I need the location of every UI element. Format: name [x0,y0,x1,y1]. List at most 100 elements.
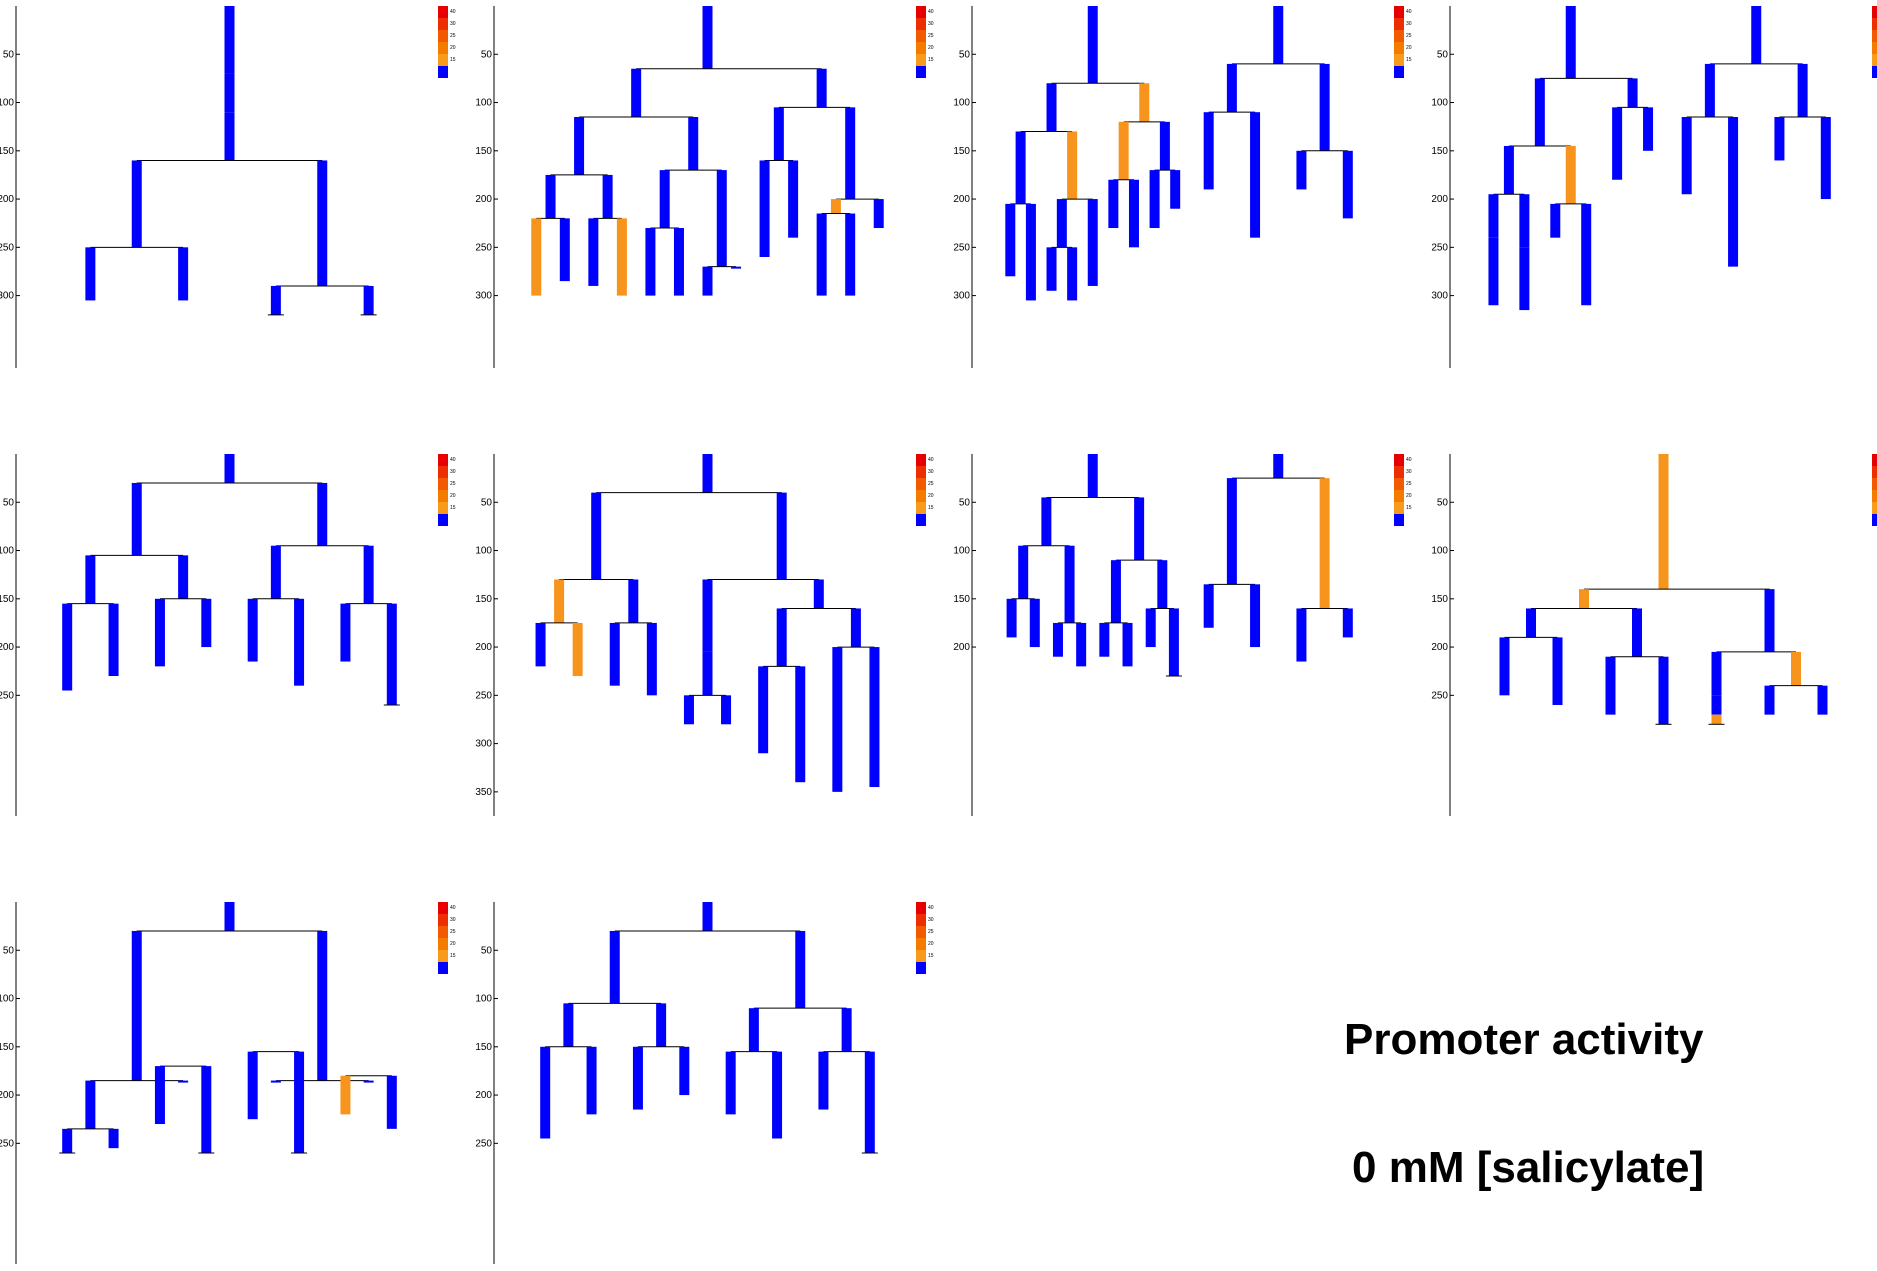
cell-bar [85,247,96,301]
colorbar-tick-label: 15 [1406,57,1412,63]
y-tick-label: 250 [475,1138,492,1149]
y-tick-label: 50 [3,945,15,956]
cell-bar [1550,203,1561,238]
cell-bar [563,1003,574,1047]
cell-bar [748,1008,759,1052]
y-tick-label: 50 [959,49,971,60]
cell-bar [702,266,713,296]
y-tick-label: 150 [0,594,14,605]
colorbar-tick-label: 30 [928,21,934,27]
cell-bar [1145,608,1156,648]
cell-bar [679,1046,690,1096]
colorbar-segment [916,502,926,514]
colorbar-segment [916,962,926,974]
y-tick-label: 200 [0,642,14,653]
cell-bar [1076,622,1087,667]
cell-bar [702,651,713,696]
cell-bar [1503,145,1514,195]
y-tick-label: 350 [475,787,492,798]
cell-bar [1319,63,1330,151]
cell-bar [1015,131,1026,204]
y-tick-label: 200 [1431,194,1448,205]
cell-bar [131,160,142,248]
colorbar-segment [1872,6,1877,18]
cell-bar [340,603,351,662]
colorbar-tick-label: 15 [928,953,934,959]
y-tick-label: 150 [1431,594,1448,605]
cell-bar [688,117,699,171]
cell-bar [270,285,281,315]
y-tick-label: 200 [475,1090,492,1101]
colorbar-tick-label: 25 [1406,33,1412,39]
colorbar-tick-label: 25 [1406,481,1412,487]
cell-bar [832,647,843,792]
cell-bar [646,622,657,696]
cell-bar [1774,117,1785,161]
cell-bar [1067,247,1078,301]
colorbar-tick-label: 40 [1406,9,1412,15]
cell-bar [1005,203,1016,277]
y-tick-label: 250 [0,242,14,253]
cell-bar [572,622,583,677]
cell-bar [702,579,713,652]
lineage-panel: 50 100 150 200 250 40 30 25 20 15 [0,896,468,1271]
colorbar-tick-label: 40 [1406,457,1412,463]
cell-bar [1704,63,1715,118]
cell-bar [224,902,235,931]
colorbar-segment [1394,490,1404,502]
colorbar-tick-label: 15 [450,505,456,511]
cell-bar [1139,83,1150,122]
colorbar-segment [1872,490,1877,502]
colorbar-segment [1394,502,1404,514]
colorbar-segment [1872,30,1877,42]
cell-bar [845,107,856,200]
cell-bar [716,170,727,267]
cell-bar [1711,651,1722,696]
cell-bar [154,1066,165,1125]
colorbar-segment [916,478,926,490]
cell-bar [1519,247,1530,311]
colorbar-segment [438,466,448,478]
colorbar-segment [916,18,926,30]
cell-bar [1565,6,1576,79]
cell-bar [1118,121,1129,180]
cell-bar [62,1128,73,1153]
cell-bar [1046,247,1057,291]
cell-bar [1711,695,1722,715]
cell-bar [201,598,212,648]
colorbar-segment [438,6,448,18]
y-tick-label: 50 [1437,497,1449,508]
cell-bar [1764,589,1775,652]
cell-bar [1488,194,1499,238]
y-tick-label: 100 [953,98,970,109]
y-tick-label: 300 [475,739,492,750]
colorbar-segment [438,54,448,66]
colorbar-segment [916,454,926,466]
cell-bar [85,555,96,604]
cell-bar [1099,622,1110,657]
cell-bar [108,603,119,677]
cell-bar [270,545,281,599]
colorbar-tick-label: 40 [450,9,456,15]
colorbar-segment [1394,66,1404,78]
cell-bar [845,213,856,296]
cell-bar [1226,478,1237,585]
y-tick-label: 150 [475,146,492,157]
colorbar-segment [1872,502,1877,514]
colorbar-segment [1394,466,1404,478]
y-tick-label: 250 [1431,242,1448,253]
cell-bar [588,218,599,286]
cell-bar [224,454,235,483]
cell-bar [317,930,328,1081]
cell-bar [131,930,142,1081]
cell-bar [1488,237,1499,306]
colorbar-tick-label: 20 [450,45,456,51]
cell-bar [609,622,620,686]
y-tick-label: 150 [475,594,492,605]
lineage-plot: 50 100 150 200 250 40 30 25 20 15 [0,902,456,1264]
colorbar-segment [916,514,926,526]
cell-bar [1134,497,1145,561]
caption-title: Promoter activity [1344,1015,1704,1064]
